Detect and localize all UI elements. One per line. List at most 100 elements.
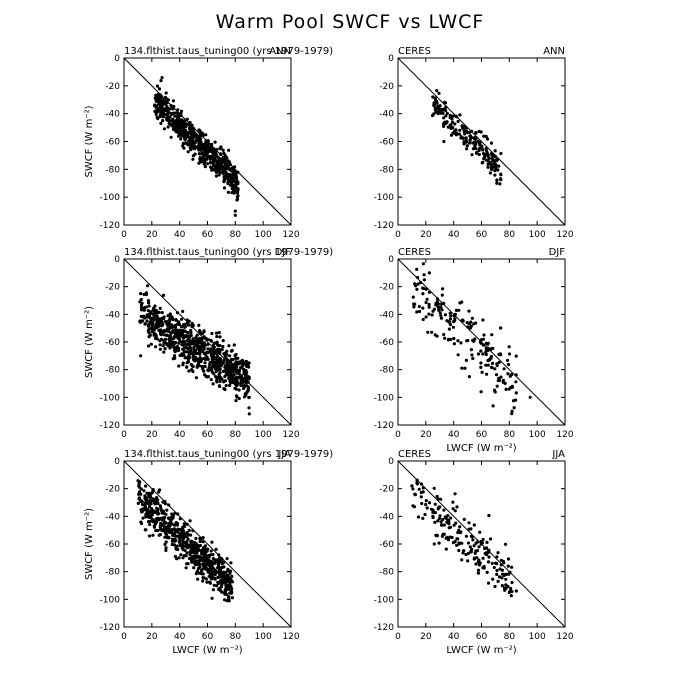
data-point (152, 333, 156, 337)
x-tick-label: 100 (255, 230, 272, 240)
data-point (206, 569, 210, 573)
data-point (474, 321, 478, 325)
data-point (203, 165, 207, 169)
data-points (136, 479, 234, 603)
data-point (434, 533, 438, 538)
data-point (486, 346, 490, 350)
y-tick-label: -60 (105, 540, 120, 550)
data-point (149, 342, 153, 346)
data-point (174, 538, 178, 543)
data-point (427, 290, 432, 294)
data-point (440, 534, 444, 539)
data-point (151, 320, 155, 324)
data-point (431, 514, 435, 518)
data-point (207, 148, 211, 152)
data-point (465, 144, 469, 148)
data-point (439, 314, 443, 318)
x-tick-label: 60 (476, 632, 488, 642)
x-tick-label: 120 (556, 230, 573, 240)
data-point (204, 133, 208, 137)
data-point (457, 541, 461, 545)
data-point (151, 533, 155, 537)
data-point (157, 99, 161, 103)
data-point (460, 366, 464, 370)
data-point (463, 366, 467, 370)
y-axis-title: SWCF (W m⁻²) (84, 508, 95, 580)
data-point (146, 324, 151, 328)
data-point (467, 521, 471, 525)
data-point (215, 570, 219, 574)
data-point (197, 358, 201, 363)
data-point (235, 198, 239, 202)
panel-left-label: 134.flthist.taus_tuning00 (yrs 1979-1979… (124, 247, 333, 258)
data-point (151, 488, 155, 492)
data-point (499, 326, 503, 330)
data-point (222, 560, 226, 565)
data-point (433, 502, 437, 506)
y-tick-label: 0 (114, 54, 120, 64)
data-point (228, 571, 232, 575)
data-point (446, 518, 450, 522)
data-point (157, 490, 161, 494)
data-point (215, 340, 219, 344)
scatter-panel-6: 0 20 40 60 80 100 120 0 -20 -40 -60 -80 -100 -120 CERE… (374, 449, 574, 656)
data-point (210, 358, 214, 362)
data-point (451, 507, 455, 511)
data-point (210, 156, 214, 160)
data-point (198, 538, 202, 542)
data-point (227, 587, 231, 591)
data-point (179, 137, 183, 141)
data-point (194, 376, 198, 380)
data-point (212, 350, 216, 354)
data-point (174, 111, 179, 115)
x-tick-label: 60 (202, 632, 214, 642)
data-point (140, 308, 144, 312)
data-point (475, 549, 480, 553)
data-point (151, 329, 155, 334)
data-point (229, 584, 233, 589)
data-point (165, 327, 169, 331)
data-point (479, 349, 483, 353)
data-points (410, 478, 518, 598)
data-point (510, 385, 514, 389)
data-point (413, 282, 417, 286)
data-point (180, 118, 184, 122)
data-point (209, 561, 213, 566)
data-point (480, 370, 484, 374)
y-tick-label: -100 (100, 393, 121, 403)
y-tick-label: -60 (379, 540, 394, 550)
data-point (161, 344, 165, 348)
y-tick-label: -80 (379, 568, 394, 578)
data-point (209, 339, 214, 343)
data-point (158, 339, 162, 343)
data-point (226, 596, 230, 600)
data-point (442, 116, 446, 120)
data-point (206, 139, 210, 143)
data-point (462, 142, 466, 146)
data-point (213, 573, 217, 577)
data-point (453, 122, 457, 126)
data-point (437, 516, 442, 521)
data-point (509, 594, 513, 598)
data-point (221, 339, 225, 343)
data-point (477, 558, 481, 562)
data-point (491, 577, 495, 581)
data-point (191, 549, 195, 553)
data-point (466, 551, 471, 556)
data-point (184, 335, 188, 339)
data-point (196, 340, 200, 344)
data-point (488, 160, 492, 164)
data-point (237, 388, 241, 392)
data-point (226, 182, 230, 186)
data-point (148, 501, 152, 505)
x-tick-label: 60 (476, 230, 488, 240)
data-point (217, 331, 221, 335)
data-point (499, 173, 503, 177)
data-point (236, 356, 240, 360)
data-point (155, 84, 160, 88)
data-point (171, 99, 175, 103)
data-point (497, 164, 501, 168)
data-point (216, 566, 220, 570)
data-point (470, 153, 474, 157)
data-point (181, 545, 185, 549)
